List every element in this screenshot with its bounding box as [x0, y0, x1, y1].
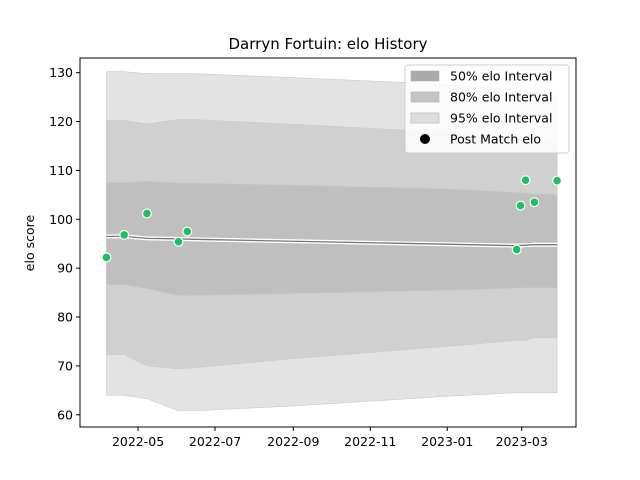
y-tick-label: 60 [57, 407, 73, 422]
legend-label: 80% elo Interval [450, 90, 552, 105]
post-match-point [529, 197, 540, 208]
x-axis: 2022-05 2022-07 2022-09 2022-11 2023-01 2023-… [112, 427, 548, 449]
chart-title: Darryn Fortuin: elo History [229, 35, 428, 53]
legend-label: 95% elo Interval [450, 111, 552, 126]
plot-area [101, 71, 563, 412]
legend-swatch [410, 70, 440, 82]
legend-swatch [410, 112, 440, 124]
x-tick-label: 2022-07 [189, 434, 241, 449]
post-match-point [173, 236, 184, 247]
legend-swatch [410, 91, 440, 103]
post-match-point [182, 226, 193, 237]
y-tick-label: 70 [57, 358, 73, 373]
mean-line [106, 235, 558, 247]
y-tick-label: 130 [49, 65, 73, 80]
y-tick-label: 80 [57, 310, 73, 325]
y-axis: 60 70 80 90 100 110 120 130 [49, 65, 80, 422]
post-match-point [101, 252, 112, 263]
post-match-point [515, 200, 526, 211]
x-tick-label: 2023-01 [421, 434, 473, 449]
legend-label: Post Match elo [450, 132, 541, 147]
x-tick-label: 2023-03 [496, 434, 548, 449]
post-match-point [552, 175, 563, 186]
y-tick-label: 100 [49, 212, 73, 227]
y-tick-label: 120 [49, 114, 73, 129]
x-tick-label: 2022-09 [267, 434, 319, 449]
legend-label: 50% elo Interval [450, 69, 552, 84]
band-3 [106, 180, 558, 296]
legend-box [404, 64, 570, 154]
legend: 50% elo Interval 80% elo Interval 95% elo … [404, 64, 570, 154]
y-tick-label: 110 [49, 163, 73, 178]
plot-frame [79, 57, 577, 428]
x-tick-label: 2022-05 [112, 434, 164, 449]
post-match-point [511, 244, 522, 255]
x-tick-label: 2022-11 [344, 434, 396, 449]
legend-marker [420, 134, 430, 144]
y-tick-label: 90 [57, 261, 73, 276]
post-match-point [520, 175, 531, 186]
post-match-point [141, 208, 152, 219]
post-match-point [119, 229, 130, 240]
y-axis-label: elo score [22, 215, 37, 272]
